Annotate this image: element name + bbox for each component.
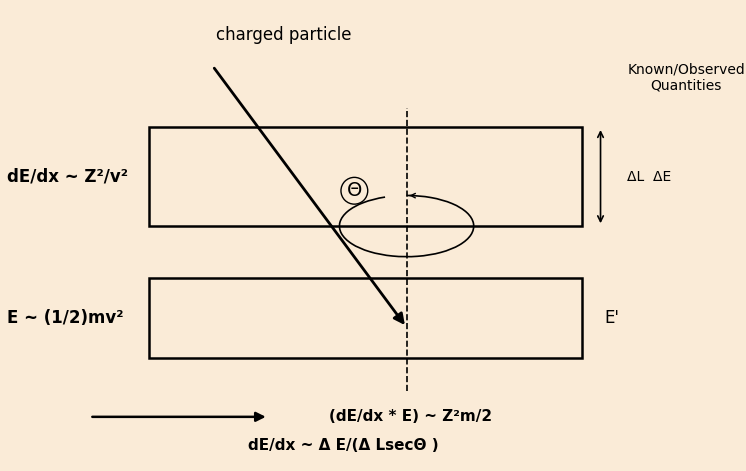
Text: E ~ (1/2)mv²: E ~ (1/2)mv² [7, 309, 124, 327]
Text: dE/dx ~ Δ E/(Δ LsecΘ ): dE/dx ~ Δ E/(Δ LsecΘ ) [248, 438, 439, 453]
Text: Θ: Θ [347, 181, 362, 200]
Text: E': E' [604, 309, 619, 327]
Bar [149, 127, 582, 226]
Text: charged particle: charged particle [216, 26, 351, 44]
Bar [149, 278, 582, 358]
Text: dE/dx ~ Z²/v²: dE/dx ~ Z²/v² [7, 168, 128, 186]
Text: ΔL  ΔE: ΔL ΔE [627, 170, 671, 184]
Text: Known/Observed
Quantities: Known/Observed Quantities [627, 63, 745, 93]
Text: (dE/dx * E) ~ Z²m/2: (dE/dx * E) ~ Z²m/2 [329, 409, 492, 424]
